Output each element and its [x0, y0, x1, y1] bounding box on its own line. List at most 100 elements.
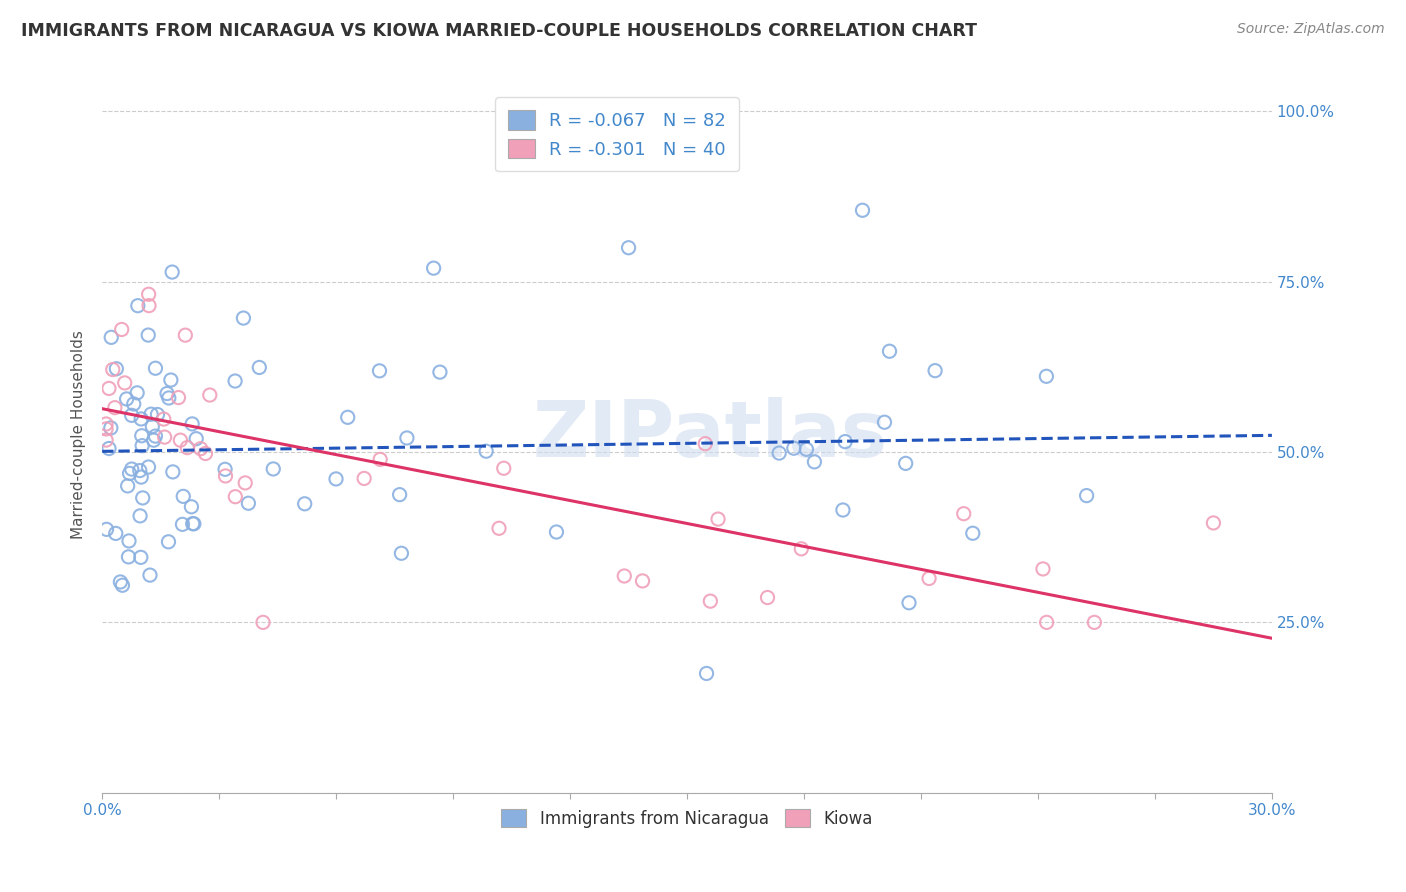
Point: [252, 615, 274, 630]
Point: [138, 299, 160, 313]
Point: [104, 526, 127, 541]
Point: [156, 386, 179, 401]
Point: [475, 444, 498, 458]
Point: [1032, 562, 1054, 576]
Point: [129, 412, 152, 426]
Point: [1083, 615, 1105, 630]
Point: [198, 388, 221, 402]
Point: [768, 446, 790, 460]
Point: [368, 452, 391, 467]
Point: [129, 508, 152, 523]
Point: [117, 479, 139, 493]
Point: [145, 361, 167, 376]
Point: [832, 503, 855, 517]
Point: [353, 471, 375, 485]
Point: [613, 569, 636, 583]
Point: [873, 415, 896, 429]
Point: [162, 465, 184, 479]
Point: [96, 522, 118, 536]
Text: IMMIGRANTS FROM NICARAGUA VS KIOWA MARRIED-COUPLE HOUSEHOLDS CORRELATION CHART: IMMIGRANTS FROM NICARAGUA VS KIOWA MARRI…: [21, 22, 977, 40]
Point: [111, 322, 134, 336]
Point: [169, 433, 191, 447]
Point: [796, 442, 818, 457]
Point: [1035, 369, 1057, 384]
Point: [186, 432, 208, 446]
Text: Source: ZipAtlas.com: Source: ZipAtlas.com: [1237, 22, 1385, 37]
Point: [97, 381, 120, 395]
Point: [699, 594, 721, 608]
Point: [115, 392, 138, 406]
Point: [756, 591, 779, 605]
Point: [153, 430, 176, 444]
Point: [100, 330, 122, 344]
Point: [141, 419, 163, 434]
Point: [214, 462, 236, 476]
Point: [336, 410, 359, 425]
Point: [325, 472, 347, 486]
Point: [962, 526, 984, 541]
Point: [492, 461, 515, 475]
Point: [167, 391, 190, 405]
Point: [631, 574, 654, 588]
Point: [176, 441, 198, 455]
Point: [121, 462, 143, 476]
Point: [783, 441, 806, 455]
Point: [114, 376, 136, 390]
Point: [368, 364, 391, 378]
Point: [138, 287, 160, 301]
Point: [879, 344, 901, 359]
Point: [194, 446, 217, 460]
Point: [111, 578, 134, 592]
Point: [117, 549, 139, 564]
Point: [98, 442, 121, 456]
Point: [294, 497, 316, 511]
Point: [138, 460, 160, 475]
Point: [174, 328, 197, 343]
Point: [224, 490, 246, 504]
Point: [233, 475, 256, 490]
Legend: Immigrants from Nicaragua, Kiowa: Immigrants from Nicaragua, Kiowa: [495, 803, 880, 834]
Point: [157, 534, 180, 549]
Point: [707, 512, 730, 526]
Point: [127, 299, 149, 313]
Point: [388, 488, 411, 502]
Point: [894, 456, 917, 470]
Point: [183, 516, 205, 531]
Point: [139, 568, 162, 582]
Point: [110, 574, 132, 589]
Point: [429, 365, 451, 379]
Point: [160, 373, 183, 387]
Point: [136, 328, 159, 343]
Point: [121, 409, 143, 423]
Point: [546, 524, 568, 539]
Point: [146, 408, 169, 422]
Point: [101, 362, 124, 376]
Point: [118, 467, 141, 481]
Point: [129, 550, 152, 565]
Point: [617, 241, 640, 255]
Point: [122, 397, 145, 411]
Point: [132, 491, 155, 505]
Point: [190, 442, 212, 456]
Text: ZIPatlas: ZIPatlas: [533, 397, 889, 473]
Y-axis label: Married-couple Households: Married-couple Households: [72, 331, 86, 540]
Point: [160, 265, 183, 279]
Point: [232, 311, 254, 326]
Point: [152, 412, 174, 426]
Point: [129, 470, 152, 484]
Point: [389, 546, 412, 560]
Point: [851, 203, 873, 218]
Point: [100, 421, 122, 435]
Point: [94, 417, 117, 431]
Point: [145, 429, 167, 443]
Point: [696, 666, 718, 681]
Point: [157, 391, 180, 405]
Point: [181, 516, 204, 531]
Point: [918, 571, 941, 585]
Point: [695, 436, 717, 450]
Point: [180, 500, 202, 514]
Point: [131, 429, 153, 443]
Point: [94, 422, 117, 436]
Point: [131, 439, 153, 453]
Point: [142, 433, 165, 447]
